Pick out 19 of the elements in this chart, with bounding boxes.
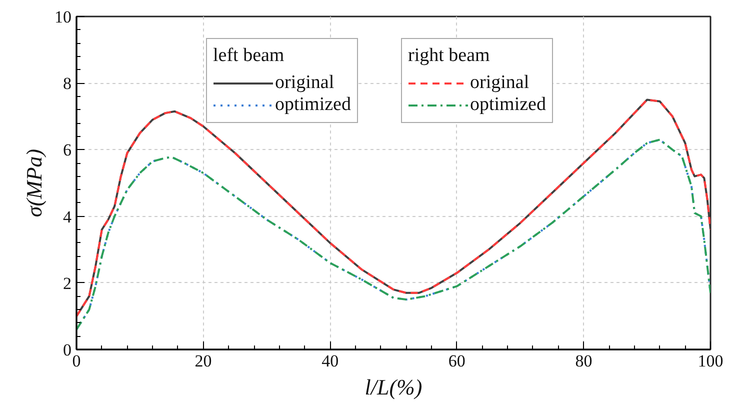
x-tick-label: 40: [322, 352, 339, 370]
x-tick-label: 80: [575, 352, 592, 370]
y-tick-label: 10: [54, 8, 72, 26]
y-tick-label: 4: [63, 207, 72, 226]
y-tick-label: 2: [63, 274, 72, 293]
legend-label: original: [470, 72, 530, 94]
legend-label: optimized: [275, 94, 351, 116]
line-series: [76, 98, 710, 318]
x-tick-label: 100: [698, 352, 724, 370]
annotation: left beam: [213, 45, 286, 67]
y-tick-label: 6: [63, 140, 72, 160]
y-axis-title: σ(MPa): [22, 148, 46, 218]
x-axis-title: l/L(%): [364, 374, 422, 400]
legend-label: original: [275, 72, 334, 94]
x-tick-label: 20: [194, 352, 212, 370]
legend-label: optimized: [470, 94, 546, 116]
y-tick-label: 8: [63, 74, 72, 94]
x-tick-label: 60: [448, 352, 466, 370]
annotation: right beam: [408, 45, 491, 67]
